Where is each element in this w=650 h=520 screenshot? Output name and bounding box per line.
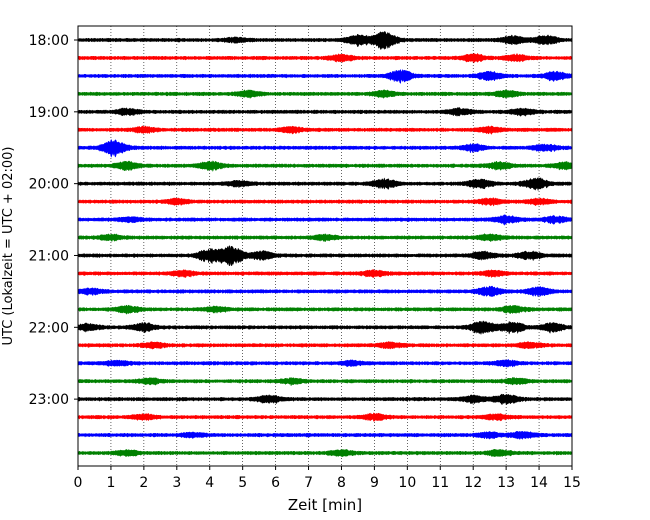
x-tick-label: 11 [431,475,449,491]
x-tick-label: 3 [172,475,181,491]
trace-2000 [77,176,573,191]
y-axis-label: UTC (Lokalzeit = UTC + 02:00) [1,147,16,346]
traces-layer [77,31,573,458]
x-tick-label: 9 [370,475,379,491]
x-tick-label: 2 [139,475,148,491]
x-tick-label: 8 [337,475,346,491]
y-tick-label: 22:00 [29,320,69,336]
trace-2230 [77,359,573,368]
trace-2115 [77,269,573,279]
trace-1930 [77,138,573,159]
x-tick-label: 6 [271,475,280,491]
x-tick-label: 15 [563,475,581,491]
x-tick-label: 10 [398,475,416,491]
x-tick-label: 0 [74,475,83,491]
trace-2145 [77,304,573,315]
x-tick-label: 13 [497,475,515,491]
x-tick-label: 4 [205,475,214,491]
x-tick-label: 1 [106,475,115,491]
ticks-layer: 0 1 2 3 4 5 6 7 8 9 10 11 12 13 14 1518:0019:0020:0021:… [29,33,581,491]
x-tick-label: 5 [238,475,247,491]
trace-2045 [77,233,573,243]
trace-2330 [77,430,573,441]
trace-2200 [77,320,573,336]
trace-2030 [77,214,573,226]
plot-frame [77,25,573,467]
grid-layer [110,26,540,466]
trace-1945 [77,160,573,173]
trace-2345 [77,448,573,458]
trace-1830 [77,68,573,85]
y-tick-label: 23:00 [29,392,69,408]
trace-2315 [77,412,573,422]
trace-1815 [77,52,573,64]
trace-1915 [77,125,573,135]
x-tick-label: 14 [530,475,548,491]
y-tick-label: 20:00 [29,177,69,193]
trace-1800 [77,31,573,51]
trace-2100 [77,245,573,267]
y-tick-label: 21:00 [29,248,69,264]
trace-1845 [77,89,573,100]
trace-2215 [77,341,573,350]
trace-2300 [77,393,573,406]
trace-2245 [77,376,573,387]
trace-1900 [77,107,573,117]
x-tick-label: 7 [304,475,313,491]
y-tick-label: 18:00 [29,33,69,49]
y-tick-label: 19:00 [29,105,69,121]
trace-2015 [77,197,573,207]
trace-2130 [77,285,573,298]
x-tick-label: 12 [464,475,482,491]
x-axis-label: Zeit [min] [288,496,362,514]
